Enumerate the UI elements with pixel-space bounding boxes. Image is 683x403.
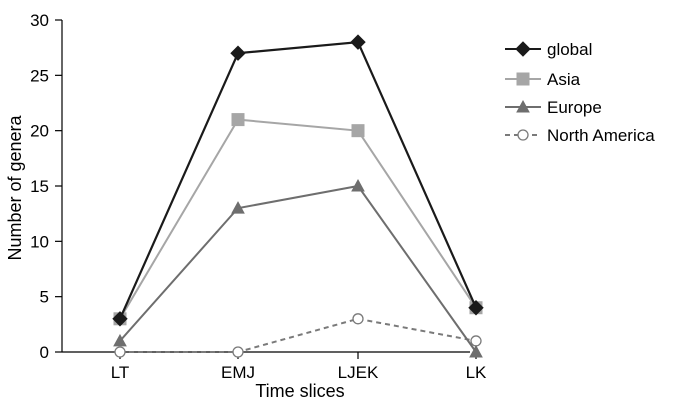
data-point (231, 201, 245, 214)
x-tick-label: EMJ (221, 363, 255, 382)
legend-label: global (547, 40, 592, 59)
axes (61, 20, 470, 353)
legend-marker (517, 129, 529, 141)
y-tick-label: 10 (30, 232, 49, 251)
y-tick-label: 15 (30, 177, 49, 196)
legend-marker (516, 99, 530, 113)
legend-label: Europe (547, 98, 602, 117)
x-ticks: LT EMJ LJEK LK (111, 352, 487, 382)
y-tick-label: 0 (40, 343, 49, 362)
data-point (114, 346, 126, 358)
series-global (112, 34, 484, 327)
y-tick-label: 5 (40, 288, 49, 307)
data-point (468, 300, 484, 316)
data-point (231, 113, 245, 127)
data-point (232, 346, 244, 358)
series-asia (113, 113, 483, 326)
y-tick-label: 20 (30, 122, 49, 141)
legend: global Asia Europe North America (505, 40, 655, 145)
data-point (351, 178, 365, 192)
y-tick-label: 25 (30, 66, 49, 85)
legend-item: global (505, 40, 592, 59)
x-tick-label: LJEK (338, 363, 379, 382)
series-layer (112, 34, 484, 358)
data-point (112, 311, 128, 327)
x-tick-label: LT (111, 363, 130, 382)
data-point (469, 344, 483, 358)
series-line (120, 317, 477, 353)
legend-marker (516, 72, 530, 86)
series-north-america (114, 313, 482, 358)
x-tick-label: LK (466, 363, 487, 382)
data-point (230, 45, 246, 61)
series-europe (113, 178, 483, 358)
x-axis-title: Time slices (255, 381, 344, 401)
legend-item: North America (505, 126, 655, 145)
legend-item: Asia (505, 70, 581, 89)
legend-item: Europe (505, 98, 602, 117)
y-ticks: 0 5 10 15 20 25 30 (30, 11, 62, 362)
data-point (470, 335, 482, 347)
legend-label: Asia (547, 70, 581, 89)
series-line (118, 40, 478, 320)
series-line (119, 184, 477, 353)
data-point (113, 333, 127, 347)
series-line (119, 118, 477, 320)
y-axis-title: Number of genera (5, 114, 25, 260)
data-point (352, 313, 364, 325)
y-tick-label: 30 (30, 11, 49, 30)
legend-marker (515, 41, 531, 57)
legend-label: North America (547, 126, 655, 145)
data-point (351, 124, 365, 138)
data-point (350, 34, 366, 50)
